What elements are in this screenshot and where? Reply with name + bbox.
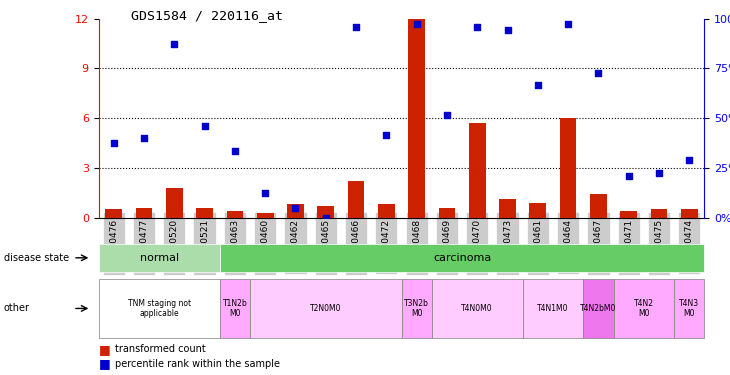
Point — [380, 132, 392, 138]
Text: normal: normal — [139, 253, 179, 263]
Bar — [220, 244, 704, 272]
Text: ■: ■ — [99, 357, 110, 370]
Bar — [408, 19, 425, 217]
Text: carcinoma: carcinoma — [433, 253, 491, 263]
Point — [169, 40, 180, 46]
Bar — [99, 279, 220, 338]
Point — [411, 21, 423, 27]
Point — [441, 112, 453, 118]
Bar — [560, 118, 577, 218]
Bar — [681, 209, 698, 218]
Point — [502, 27, 513, 33]
Text: T1N2b
M0: T1N2b M0 — [223, 299, 247, 318]
Point — [562, 21, 574, 27]
Text: ■: ■ — [99, 343, 110, 356]
Bar — [469, 123, 485, 218]
Bar — [250, 279, 402, 338]
Point — [593, 70, 604, 76]
Point — [259, 190, 271, 196]
Bar — [99, 244, 220, 272]
Text: T3N2b
M0: T3N2b M0 — [404, 299, 429, 318]
Bar — [402, 279, 432, 338]
Bar — [287, 204, 304, 218]
Point — [320, 214, 331, 220]
Point — [290, 205, 301, 211]
Text: TNM staging not
applicable: TNM staging not applicable — [128, 299, 191, 318]
Point — [199, 123, 210, 129]
Bar — [675, 279, 704, 338]
Bar — [499, 199, 516, 217]
Text: T4N0M0: T4N0M0 — [461, 304, 493, 313]
Bar — [105, 209, 122, 218]
Bar — [378, 204, 395, 218]
Text: T4N1M0: T4N1M0 — [537, 304, 569, 313]
Text: T2N0M0: T2N0M0 — [310, 304, 342, 313]
Bar — [523, 279, 583, 338]
Text: T4N2
M0: T4N2 M0 — [634, 299, 654, 318]
Point — [623, 173, 634, 179]
Point — [350, 24, 362, 30]
Text: percentile rank within the sample: percentile rank within the sample — [115, 359, 280, 369]
Bar — [439, 208, 456, 218]
Bar — [196, 208, 213, 218]
Point — [472, 24, 483, 30]
Bar — [226, 211, 243, 218]
Point — [532, 82, 544, 88]
Text: disease state: disease state — [4, 253, 69, 263]
Text: T4N3
M0: T4N3 M0 — [679, 299, 699, 318]
Text: GDS1584 / 220116_at: GDS1584 / 220116_at — [131, 9, 283, 22]
Point — [138, 135, 150, 141]
Bar — [583, 279, 613, 338]
Bar — [220, 279, 250, 338]
Point — [108, 140, 120, 146]
Point — [229, 148, 241, 154]
Text: transformed count: transformed count — [115, 345, 205, 354]
Text: T4N2bM0: T4N2bM0 — [580, 304, 617, 313]
Bar — [166, 188, 182, 218]
Bar — [590, 194, 607, 217]
Bar — [620, 211, 637, 218]
Bar — [318, 206, 334, 218]
Point — [683, 156, 695, 162]
Bar — [347, 181, 364, 218]
Point — [653, 170, 665, 176]
Bar — [136, 208, 153, 218]
Bar — [257, 213, 274, 217]
Bar — [432, 279, 523, 338]
Bar — [529, 202, 546, 217]
Bar — [650, 209, 667, 218]
Bar — [613, 279, 675, 338]
Text: other: other — [4, 303, 30, 313]
